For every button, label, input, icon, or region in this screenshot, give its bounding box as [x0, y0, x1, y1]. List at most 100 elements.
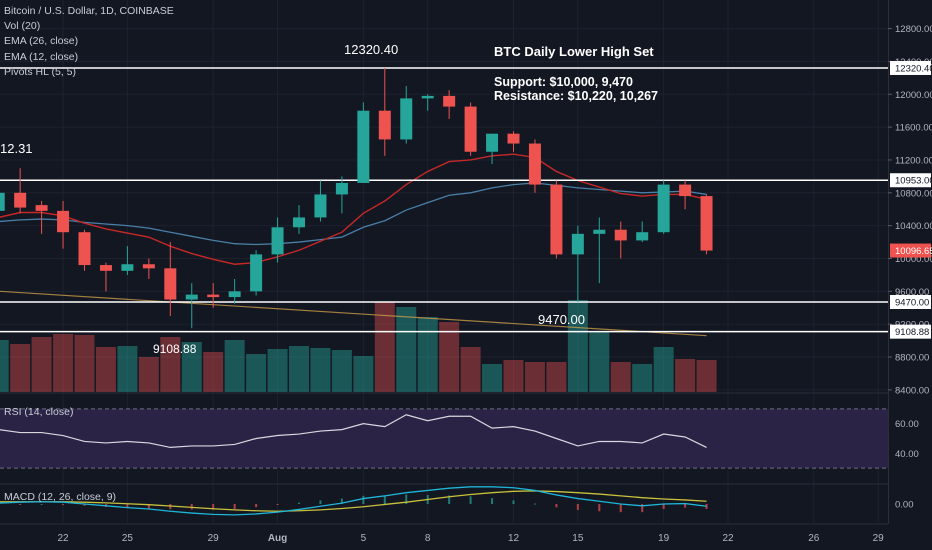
macd-histogram-bar [340, 498, 343, 504]
candle-body [593, 229, 606, 234]
macd-histogram-bar [83, 504, 86, 506]
candle-body [57, 210, 70, 233]
x-tick-label: 29 [208, 533, 220, 544]
macd-histogram-bar [19, 504, 22, 505]
volume-bar [331, 350, 352, 392]
candle-body [528, 143, 541, 185]
macd-histogram-bar [147, 504, 150, 509]
candle-body [679, 184, 692, 197]
candle-body [121, 264, 134, 271]
volume-bar [653, 347, 674, 392]
candle-body [35, 205, 48, 211]
price-tick-label: 10400.00 [895, 221, 932, 232]
macd-histogram-bar [705, 504, 708, 509]
macd-histogram-bar [276, 504, 279, 505]
macd-histogram-bar [533, 503, 536, 505]
candle-body [271, 227, 284, 255]
volume-bar [374, 302, 395, 392]
volume-bar [53, 334, 74, 392]
rsi-legend[interactable]: RSI (14, close) [4, 406, 74, 418]
candle-body [657, 184, 670, 233]
candle-body [443, 95, 456, 107]
macd-legend[interactable]: MACD (12, 26, close, 9) [4, 491, 117, 503]
macd-histogram-bar [576, 504, 579, 510]
price-tick-label: 9600.00 [895, 287, 929, 298]
last-price-label: 10096.65 [895, 246, 932, 257]
last-price-box [890, 243, 931, 258]
candle-body [378, 110, 391, 140]
x-tick-label: 22 [57, 533, 69, 544]
price-tick-label: 12800.00 [895, 24, 932, 35]
volume-bar [353, 356, 374, 392]
volume-bar [589, 332, 610, 392]
candle-body [250, 254, 263, 292]
volume-bar [10, 344, 31, 392]
candle-body [142, 264, 155, 269]
candle-body [314, 194, 327, 218]
candle-body [400, 98, 413, 140]
volume-bar [503, 360, 524, 392]
macd-histogram-bar [662, 504, 665, 509]
candle-body [636, 232, 649, 241]
volume-bar [31, 337, 52, 392]
macd-histogram-bar [469, 496, 472, 504]
volume-bar [310, 348, 331, 392]
volume-bar [524, 362, 545, 392]
macd-histogram-bar [298, 502, 300, 504]
volume-bar [396, 307, 417, 392]
x-tick-label: 5 [361, 533, 367, 544]
candle-body [614, 229, 627, 241]
candle-body [0, 192, 5, 211]
price-axis-background [888, 0, 932, 550]
volume-bar [160, 337, 181, 392]
volume-bar [632, 364, 653, 392]
macd-histogram-bar [491, 498, 494, 504]
rsi-line [0, 414, 707, 449]
candle-body [185, 294, 198, 300]
level-axis-box [890, 173, 931, 188]
volume-bar [0, 340, 9, 392]
macd-histogram-bar [684, 504, 687, 508]
pivot-high-label: 12320.40 [344, 42, 399, 57]
macd-histogram-bar [212, 504, 215, 510]
x-tick-label: 26 [808, 533, 820, 544]
macd-histogram-bar [641, 504, 644, 513]
annotation-title: BTC Daily Lower High Set [494, 44, 654, 59]
candle-body [164, 268, 177, 300]
volume-bar [181, 342, 202, 392]
volume-bar [203, 352, 224, 392]
macd-histogram-bar [512, 500, 515, 504]
candle-body [228, 291, 241, 298]
annotation-support: Support: $10,000, 9,470 [494, 75, 633, 89]
legend-symbol[interactable]: Bitcoin / U.S. Dollar, 1D, COINBASE [4, 5, 174, 17]
level-axis-label: 9108.88 [895, 327, 929, 338]
price-tick-label: 11600.00 [895, 123, 932, 134]
level-axis-box [890, 324, 931, 339]
macd-tick-label: 0.00 [895, 500, 914, 511]
candle-body [571, 233, 584, 255]
macd-histogram-bar [448, 495, 451, 504]
macd-histogram-bar [126, 504, 129, 508]
level-axis-label: 10953.00 [895, 176, 932, 187]
macd-histogram-bar [598, 504, 601, 512]
price-tick-label: 11200.00 [895, 155, 932, 166]
legend-vol[interactable]: Vol (20) [4, 20, 41, 33]
volume-bar [138, 357, 159, 392]
x-tick-label: 15 [572, 533, 584, 544]
macd-histogram-bar [555, 504, 558, 508]
macd-histogram-bar [40, 504, 43, 505]
ema-long-line [0, 290, 707, 337]
candle-body [507, 133, 520, 144]
legend-ema26[interactable]: EMA (26, close) [4, 35, 79, 48]
x-tick-label: 22 [722, 533, 734, 544]
volume-bar [267, 349, 288, 392]
macd-histogram-bar [383, 495, 386, 504]
macd-line [0, 486, 707, 516]
legend-ema12[interactable]: EMA (12, close) [4, 50, 79, 63]
macd-histogram-bar [233, 504, 236, 509]
pivot-low-label-2: 9108.88 [153, 342, 197, 356]
legend-pivots[interactable]: Pivots HL (5, 5) [4, 65, 76, 78]
price-tick-label: 8800.00 [895, 353, 929, 364]
price-tick-label: 8400.00 [895, 385, 929, 396]
price-tick-label: 10800.00 [895, 188, 932, 199]
